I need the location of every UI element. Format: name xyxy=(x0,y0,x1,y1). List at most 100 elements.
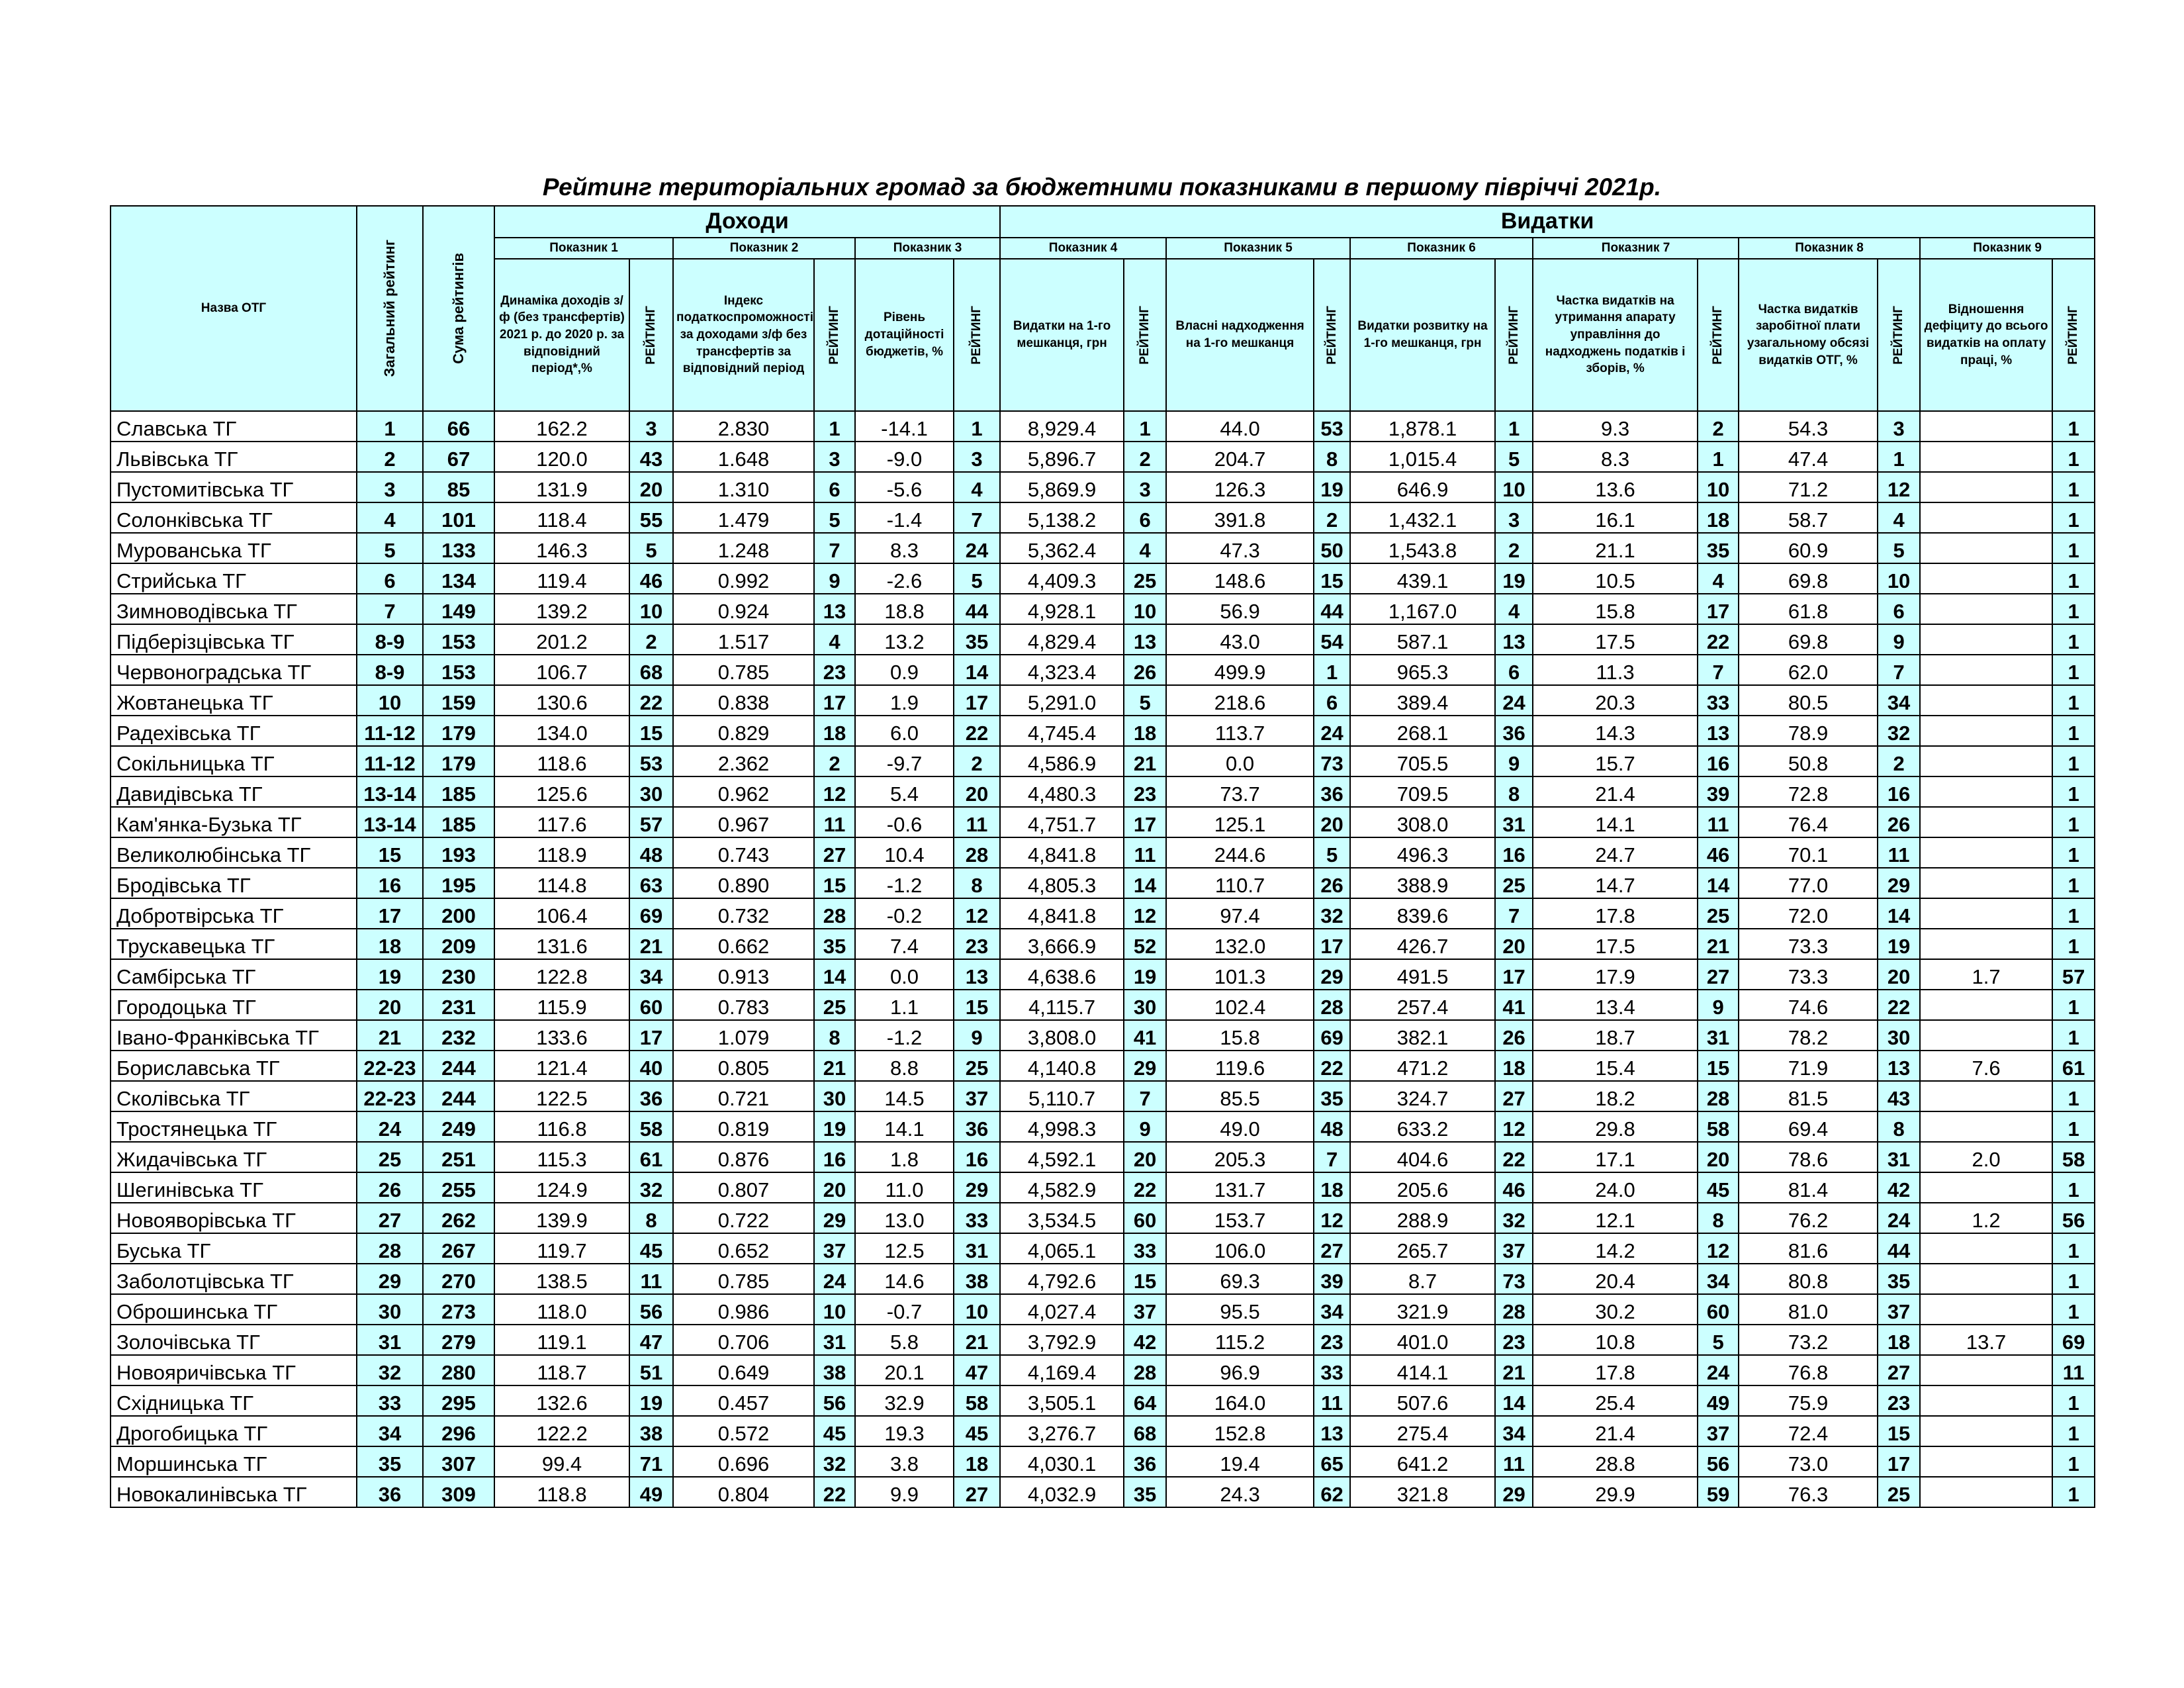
rank-cell: 29 xyxy=(813,1201,856,1234)
community-name: Новояричівська ТГ xyxy=(110,1354,357,1386)
value-cell: 19.4 xyxy=(1165,1445,1315,1477)
rank-cell: 41 xyxy=(1123,1019,1167,1051)
rank-cell: 9 xyxy=(1123,1110,1167,1143)
rank-cell: 34 xyxy=(356,1415,424,1447)
rank-cell: 20 xyxy=(356,988,424,1021)
value-cell: 4,792.6 xyxy=(999,1262,1125,1295)
value-cell: 118.0 xyxy=(494,1293,630,1325)
value-cell: 321.9 xyxy=(1349,1293,1496,1325)
rank-cell: 56 xyxy=(813,1384,856,1417)
value-cell: 50.8 xyxy=(1738,745,1879,777)
rank-cell: 1 xyxy=(2052,1384,2096,1417)
value-cell: 119.7 xyxy=(494,1232,630,1264)
rank-cell: 3 xyxy=(1877,410,1921,442)
rank-cell: 65 xyxy=(1313,1445,1351,1477)
value-cell: 965.3 xyxy=(1349,653,1496,686)
value-cell xyxy=(1919,1080,2054,1112)
rank-cell: 37 xyxy=(1494,1232,1534,1264)
indicator-header: Показник 1 xyxy=(494,236,674,259)
rank-cell: 19 xyxy=(813,1110,856,1143)
rank-cell: 1 xyxy=(1877,440,1921,473)
rank-cell: 19 xyxy=(1123,958,1167,990)
value-cell: 4,592.1 xyxy=(999,1141,1125,1173)
value-cell: 122.2 xyxy=(494,1415,630,1447)
rank-cell: 22-23 xyxy=(356,1049,424,1082)
rank-cell: 24 xyxy=(1697,1354,1740,1386)
value-cell: 0.721 xyxy=(672,1080,815,1112)
rank-cell: 5 xyxy=(1313,836,1351,868)
rank-cell: 2 xyxy=(1877,745,1921,777)
rank-cell: 23 xyxy=(1123,775,1167,808)
value-cell: 1.2 xyxy=(1919,1201,2054,1234)
value-cell: 62.0 xyxy=(1738,653,1879,686)
value-cell: 0.924 xyxy=(672,592,815,625)
rank-cell: 4 xyxy=(1494,592,1534,625)
value-cell: 204.7 xyxy=(1165,440,1315,473)
value-cell: 13.6 xyxy=(1532,471,1699,503)
value-cell: 1.517 xyxy=(672,623,815,655)
rank-cell: 15 xyxy=(1697,1049,1740,1082)
rank-cell: 23 xyxy=(1494,1323,1534,1356)
rank-cell: 5 xyxy=(1877,532,1921,564)
rank-cell: 23 xyxy=(952,927,1001,960)
value-cell: 20.4 xyxy=(1532,1262,1699,1295)
rank-cell: 73 xyxy=(1494,1262,1534,1295)
value-cell: 7.4 xyxy=(854,927,954,960)
value-cell xyxy=(1919,592,2054,625)
value-cell: 118.8 xyxy=(494,1476,630,1508)
value-cell: 0.785 xyxy=(672,1262,815,1295)
value-cell: 0.783 xyxy=(672,988,815,1021)
column-header: Власні надходження на 1-го мешканця xyxy=(1165,258,1315,412)
rank-cell: 22 xyxy=(1494,1141,1534,1173)
value-cell: 115.2 xyxy=(1165,1323,1315,1356)
value-cell: 9.3 xyxy=(1532,410,1699,442)
rank-cell: 1 xyxy=(2052,684,2096,716)
rank-cell: 11 xyxy=(1494,1445,1534,1477)
value-cell: 10.8 xyxy=(1532,1323,1699,1356)
table-row: Бродівська ТГ 16 195 114.8 63 0.890 15 -1.2 8 4,8… xyxy=(110,867,2096,899)
value-cell: 116.8 xyxy=(494,1110,630,1143)
rank-cell: 9 xyxy=(1494,745,1534,777)
rank-cell: 31 xyxy=(356,1323,424,1356)
rank-header: РЕЙТИНГ xyxy=(1313,258,1351,412)
value-cell: 164.0 xyxy=(1165,1384,1315,1417)
value-cell: -1.2 xyxy=(854,1019,954,1051)
value-cell: 218.6 xyxy=(1165,684,1315,716)
value-cell: 8.7 xyxy=(1349,1262,1496,1295)
value-cell: 257.4 xyxy=(1349,988,1496,1021)
value-cell: 139.2 xyxy=(494,592,630,625)
rank-cell: 16 xyxy=(1697,745,1740,777)
rank-cell: 11 xyxy=(629,1262,674,1295)
community-name: Стрийська ТГ xyxy=(110,562,357,594)
value-cell: 1.9 xyxy=(854,684,954,716)
rank-cell: 22 xyxy=(1697,623,1740,655)
table-row: Славська ТГ 1 66 162.2 3 2.830 1 -14.1 1 8,929.4 1… xyxy=(110,410,2096,442)
value-cell: 78.2 xyxy=(1738,1019,1879,1051)
rank-cell: 17 xyxy=(952,684,1001,716)
community-name: Оброшинська ТГ xyxy=(110,1293,357,1325)
value-cell: 72.4 xyxy=(1738,1415,1879,1447)
rank-cell: 8 xyxy=(1697,1201,1740,1234)
rank-cell: 5 xyxy=(1494,440,1534,473)
rank-cell: 13 xyxy=(1877,1049,1921,1082)
rank-cell: 61 xyxy=(2052,1049,2096,1082)
value-cell: 60.9 xyxy=(1738,532,1879,564)
rank-cell: 21 xyxy=(1494,1354,1534,1386)
rank-cell: 32 xyxy=(1494,1201,1534,1234)
value-cell xyxy=(1919,897,2054,929)
value-cell: 29.9 xyxy=(1532,1476,1699,1508)
value-cell: -0.7 xyxy=(854,1293,954,1325)
value-cell: 131.6 xyxy=(494,927,630,960)
value-cell xyxy=(1919,867,2054,899)
rank-cell: 35 xyxy=(1697,532,1740,564)
table-row: Мурованська ТГ 5 133 146.3 5 1.248 7 8.3 24 5,362… xyxy=(110,532,2096,564)
community-name: Шегинівська ТГ xyxy=(110,1171,357,1203)
table-row: Червоноградська ТГ 8-9 153 106.7 68 0.785 23 0.… xyxy=(110,653,2096,686)
rank-cell: 1 xyxy=(2052,1171,2096,1203)
rank-cell: 13 xyxy=(952,958,1001,990)
value-cell: 21.1 xyxy=(1532,532,1699,564)
rank-cell: 7 xyxy=(952,501,1001,534)
rank-cell: 37 xyxy=(1877,1293,1921,1325)
indicator-header: Показник 3 xyxy=(854,236,1001,259)
rank-cell: 1 xyxy=(1123,410,1167,442)
